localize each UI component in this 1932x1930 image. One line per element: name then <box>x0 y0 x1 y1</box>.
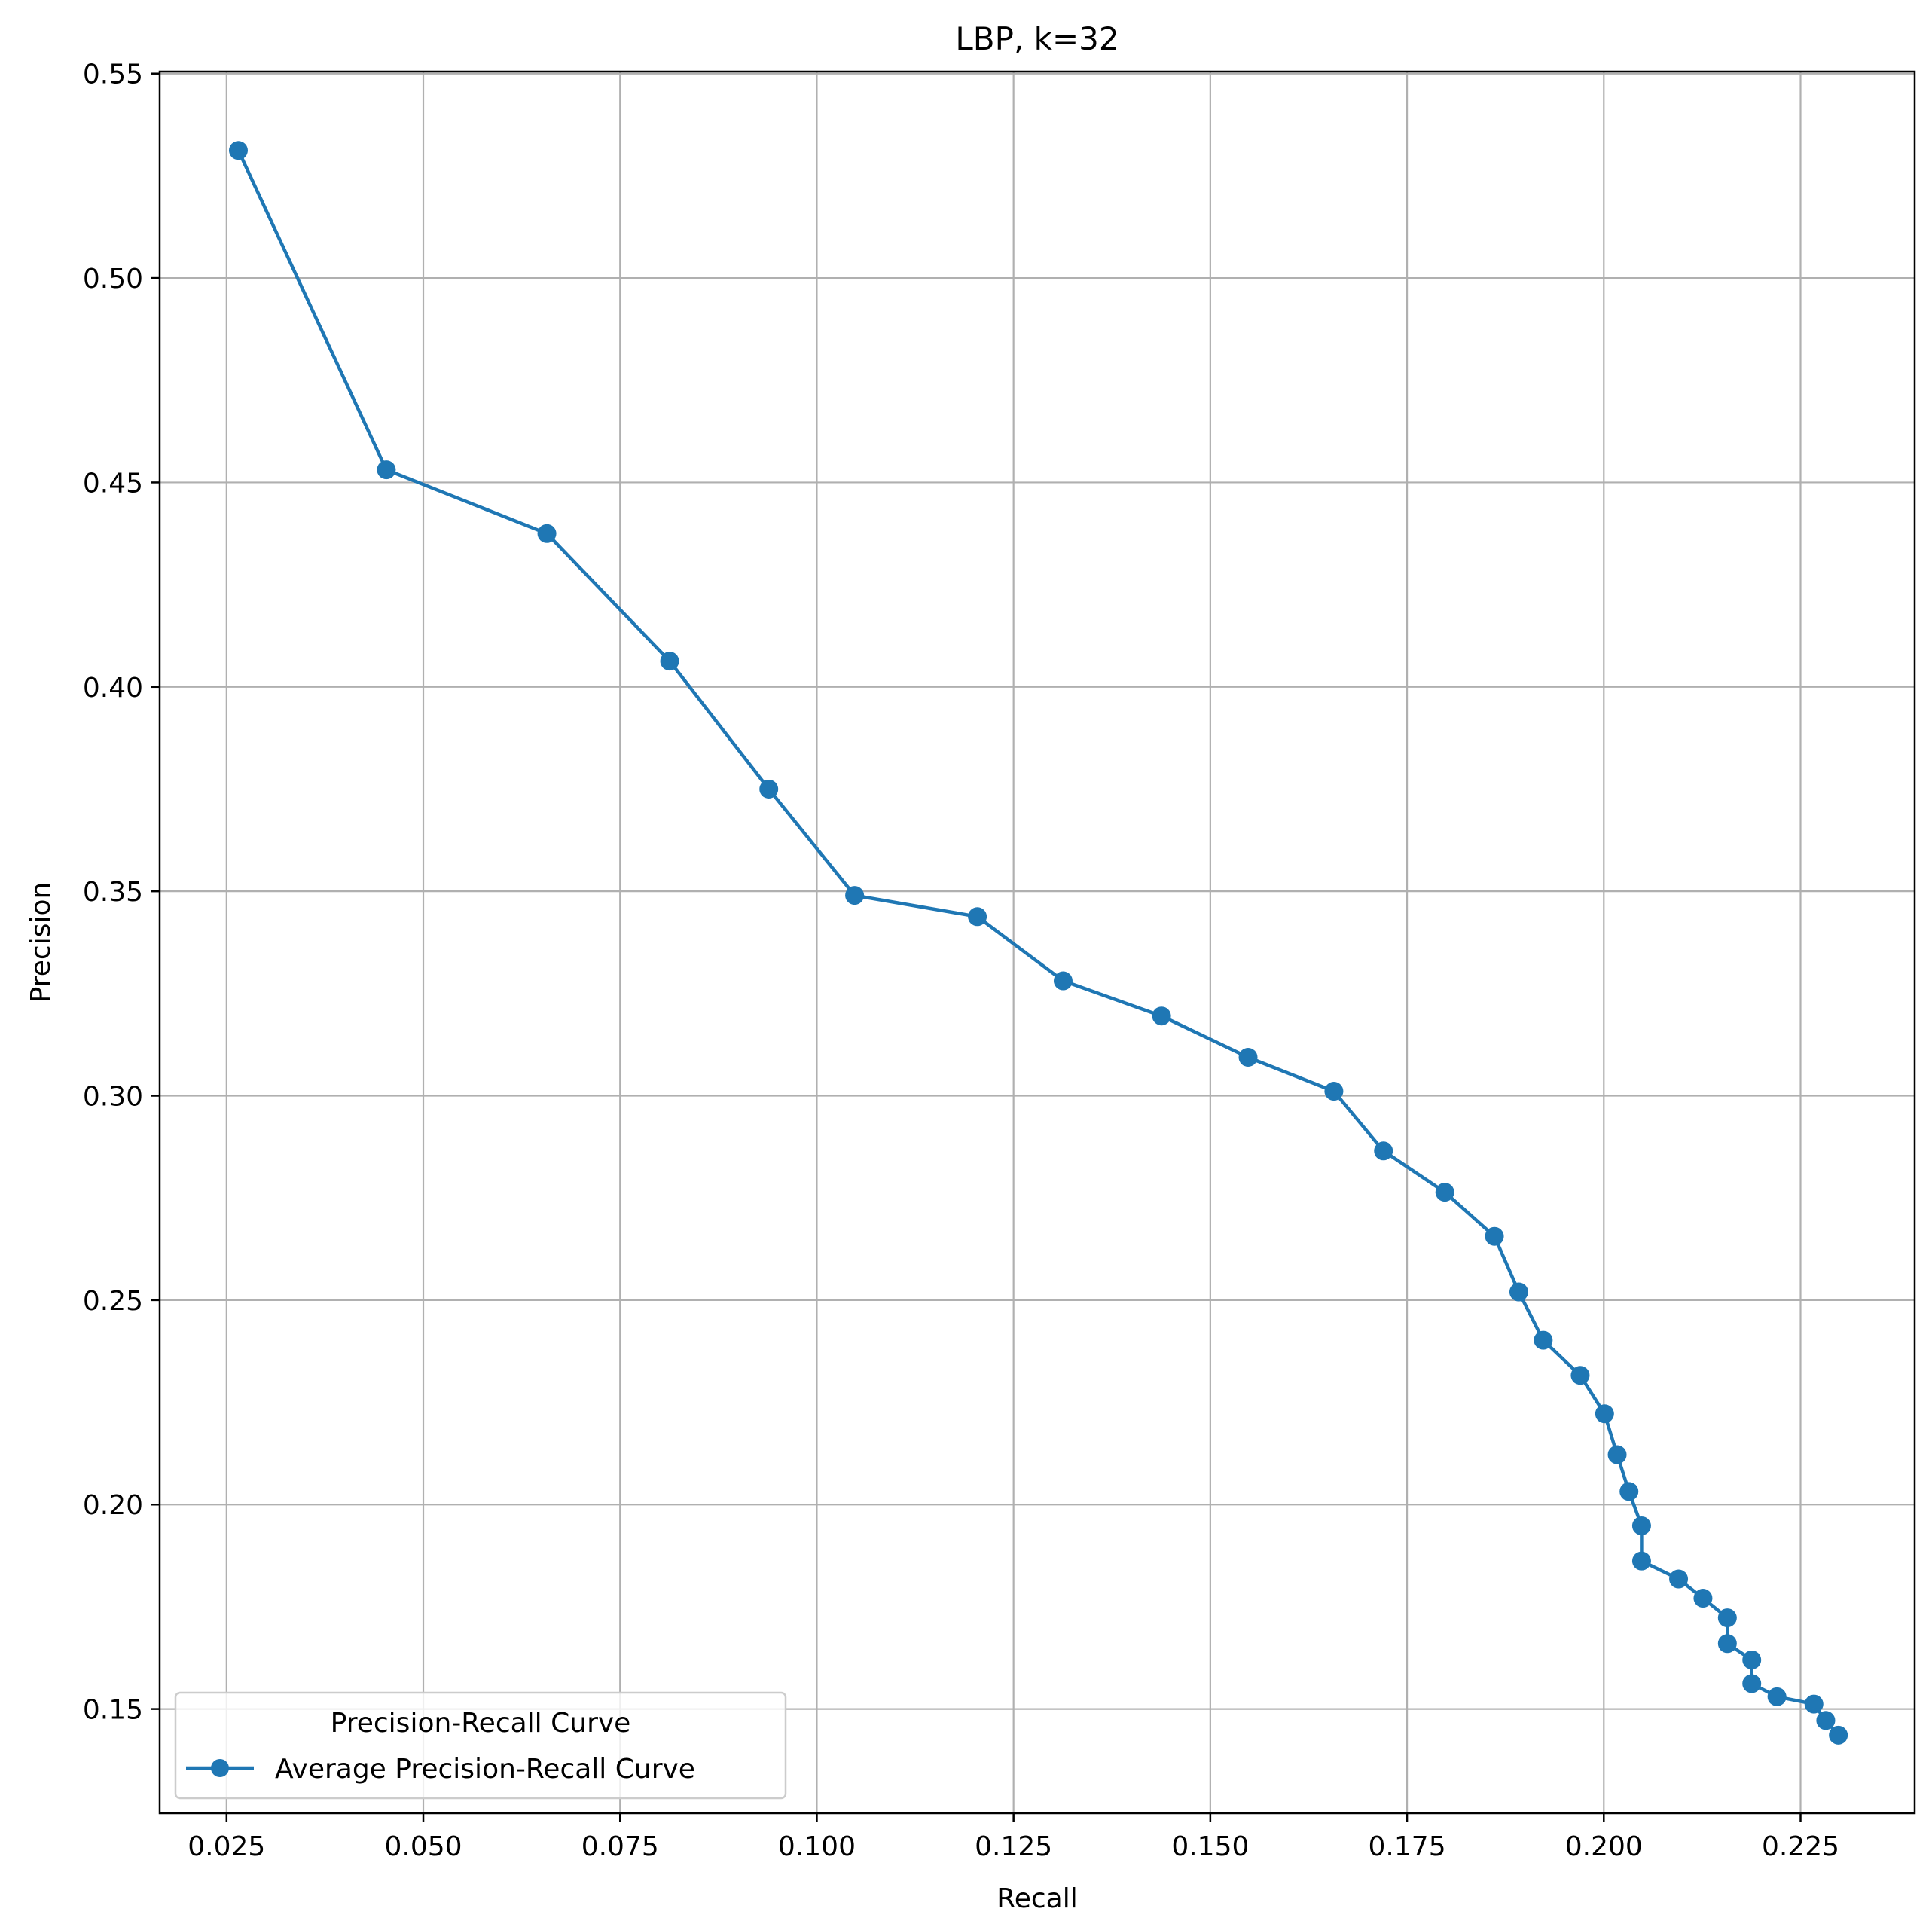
data-point <box>1570 1366 1590 1385</box>
data-point <box>1374 1141 1393 1161</box>
grid <box>160 72 1915 1813</box>
data-point <box>1607 1445 1627 1464</box>
x-axis-ticks: 0.025 0.050 0.075 0.100 0.125 0.150 0.175 0.200… <box>188 1813 1839 1862</box>
data-point <box>1804 1694 1824 1714</box>
data-point <box>1717 1608 1737 1628</box>
y-tick-label: 0.35 <box>83 877 143 908</box>
data-point <box>1152 1006 1171 1026</box>
data-point <box>845 886 865 905</box>
legend: Precision-Recall Curve Average Precision… <box>174 1691 787 1800</box>
y-tick-label: 0.50 <box>83 264 143 295</box>
y-tick-label: 0.20 <box>83 1490 143 1521</box>
y-axis-ticks: 0.15 0.20 0.25 0.30 0.35 0.40 0.45 0.50 0.55 <box>83 60 160 1726</box>
y-axis-label: Precision <box>26 882 56 1003</box>
data-point <box>1485 1226 1504 1246</box>
legend-entry-label: Average Precision-Recall Curve <box>275 1754 695 1785</box>
x-tick-label: 0.075 <box>581 1831 659 1862</box>
chart-title: LBP, k=32 <box>955 20 1119 57</box>
x-tick-label: 0.175 <box>1369 1831 1446 1862</box>
data-point <box>968 907 987 927</box>
data-point <box>1816 1711 1836 1730</box>
x-axis-label: Recall <box>997 1883 1077 1914</box>
data-point <box>1742 1650 1762 1669</box>
data-point <box>377 460 396 480</box>
data-point <box>1509 1282 1528 1302</box>
legend-marker-swatch <box>211 1759 229 1777</box>
y-tick-label: 0.40 <box>83 673 143 704</box>
x-tick-label: 0.150 <box>1171 1831 1249 1862</box>
y-tick-label: 0.45 <box>83 468 143 499</box>
legend-box <box>174 1691 787 1800</box>
data-point <box>1619 1482 1639 1501</box>
series-layer <box>228 141 1848 1745</box>
data-point <box>1829 1725 1848 1745</box>
data-point <box>1742 1674 1762 1693</box>
data-point <box>1631 1516 1651 1535</box>
data-point <box>759 779 779 799</box>
y-tick-label: 0.55 <box>83 60 143 90</box>
data-point <box>1053 971 1073 991</box>
y-tick-label: 0.25 <box>83 1286 143 1317</box>
data-point <box>1717 1634 1737 1654</box>
y-tick-label: 0.15 <box>83 1695 143 1726</box>
data-point <box>1631 1551 1651 1571</box>
data-point <box>537 524 557 543</box>
x-tick-label: 0.225 <box>1762 1831 1839 1862</box>
data-point <box>660 652 679 671</box>
data-point <box>1435 1183 1454 1202</box>
data-point <box>1238 1048 1258 1067</box>
data-point <box>1324 1082 1344 1101</box>
data-point <box>1767 1687 1787 1706</box>
plot-frame <box>158 70 1916 1815</box>
x-tick-label: 0.025 <box>188 1831 265 1862</box>
x-tick-label: 0.200 <box>1565 1831 1643 1862</box>
data-point <box>1595 1404 1614 1424</box>
data-point <box>1693 1589 1713 1608</box>
legend-title: Precision-Recall Curve <box>331 1708 631 1739</box>
data-point <box>1669 1569 1689 1589</box>
y-tick-label: 0.30 <box>83 1082 143 1113</box>
x-tick-label: 0.050 <box>384 1831 462 1862</box>
data-point <box>1534 1330 1553 1350</box>
x-tick-label: 0.125 <box>975 1831 1052 1862</box>
x-tick-label: 0.100 <box>778 1831 856 1862</box>
data-point <box>228 141 248 160</box>
